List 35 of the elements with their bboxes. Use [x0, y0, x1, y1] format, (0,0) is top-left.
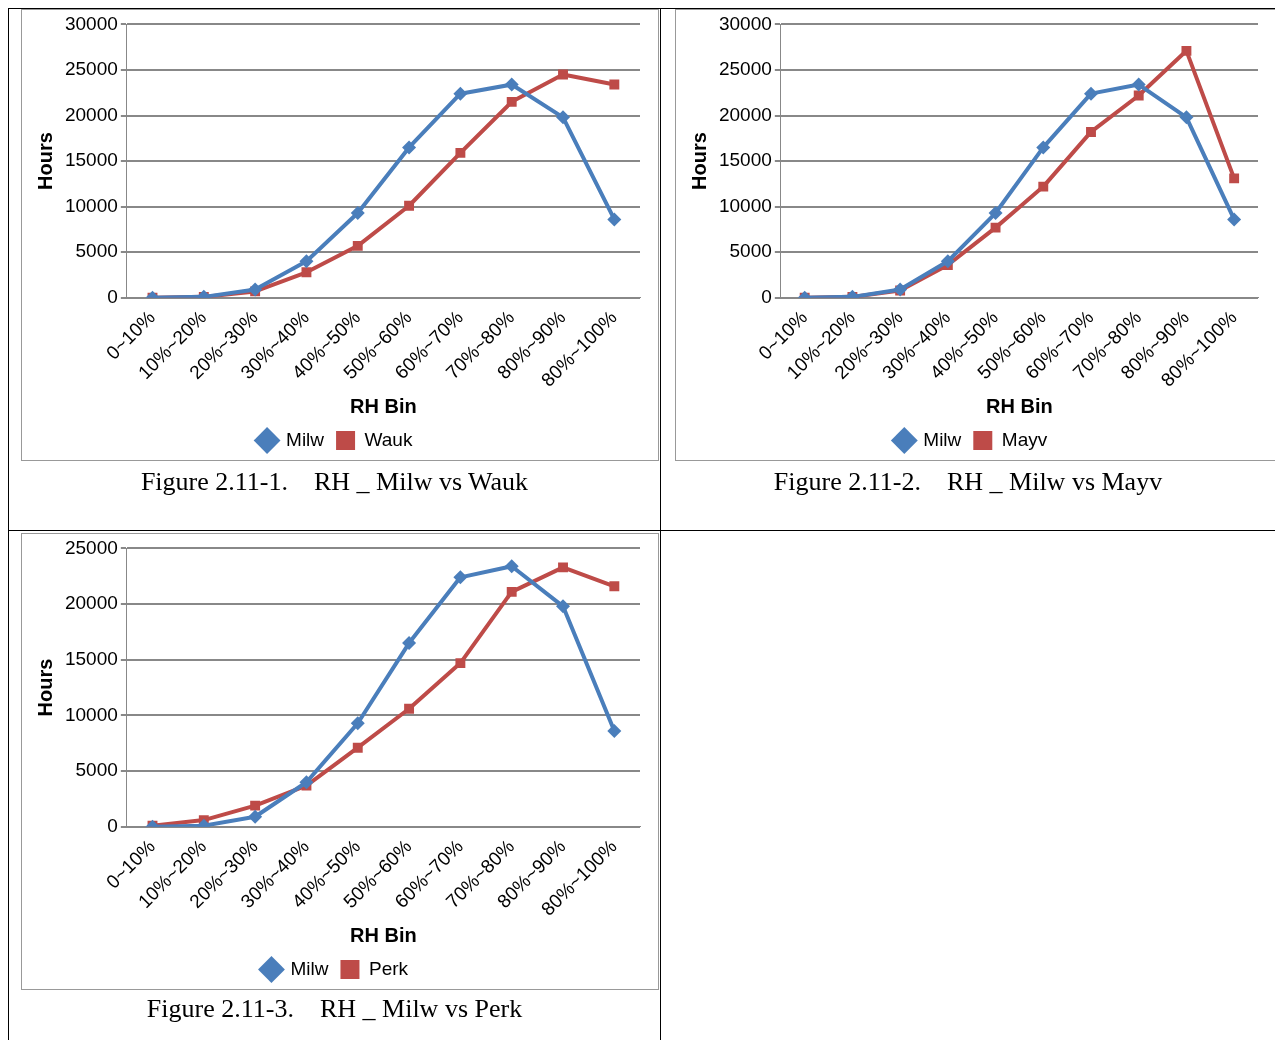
- y-tick-label: 0: [761, 286, 772, 308]
- y-tick-label: 0: [107, 815, 118, 837]
- y-tick-label: 10000: [718, 194, 772, 216]
- y-axis-title: Hours: [687, 132, 710, 190]
- y-tick-label: 10000: [64, 194, 118, 216]
- x-axis-title: RH Bin: [350, 394, 417, 417]
- y-tick-label: 30000: [64, 12, 118, 34]
- y-tick-label: 20000: [64, 592, 118, 614]
- y-tick-label: 25000: [64, 58, 118, 80]
- text: Figure 2.11-1. RH _ Milw vs Wauk: [139, 467, 530, 497]
- y-tick-label: 5000: [75, 759, 118, 781]
- text: Figure 2.11-3. RH _ Milw vs Perk: [145, 994, 524, 1024]
- legend-label: Wauk: [364, 428, 413, 450]
- y-tick-label: 20000: [718, 103, 772, 125]
- legend-label: Mayv: [1001, 428, 1048, 450]
- legend-label: Milw: [290, 957, 329, 979]
- legend-label: Milw: [286, 428, 325, 450]
- y-tick-label: 10000: [64, 703, 118, 725]
- y-tick-label: 15000: [64, 149, 118, 171]
- y-tick-label: 5000: [75, 240, 118, 262]
- y-axis-title: Hours: [33, 132, 56, 190]
- y-tick-label: 25000: [64, 536, 118, 558]
- y-tick-label: 15000: [718, 149, 772, 171]
- legend-label: Perk: [368, 957, 409, 979]
- y-axis-title: Hours: [33, 658, 56, 717]
- x-axis-title: RH Bin: [350, 923, 417, 946]
- x-axis-title: RH Bin: [986, 394, 1053, 417]
- legend-label: Milw: [923, 428, 962, 450]
- y-tick-label: 25000: [718, 58, 772, 80]
- text: Figure 2.11-2. RH _ Milw vs Mayv: [772, 467, 1164, 497]
- y-tick-label: 5000: [729, 240, 772, 262]
- y-tick-label: 30000: [718, 12, 772, 34]
- y-tick-label: 15000: [64, 647, 118, 669]
- y-tick-label: 20000: [64, 103, 118, 125]
- y-tick-label: 0: [107, 286, 118, 308]
